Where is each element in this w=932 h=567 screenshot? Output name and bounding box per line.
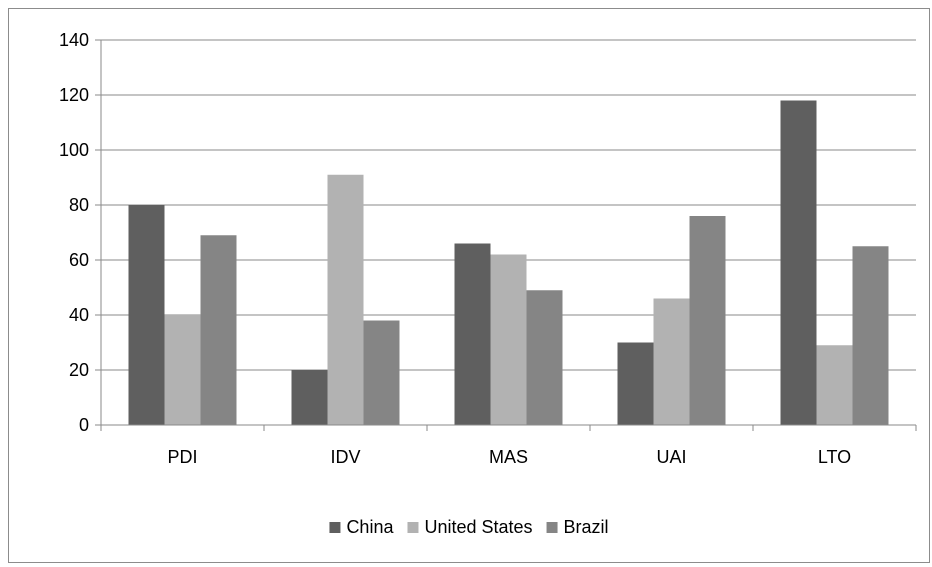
y-tick-label: 20 [69,360,89,380]
bar-mas-united-states [490,254,527,425]
chart-frame: 0 20 40 60 80 100 120 140 PDI IDV MAS UAI LTO China… [8,8,930,563]
bar-lto-china [780,100,817,425]
y-tick-label: 140 [59,30,89,50]
x-category-label: PDI [167,447,197,467]
bar-uai-brazil [689,216,726,425]
x-category-label: UAI [656,447,686,467]
bar-uai-china [617,342,654,425]
bar-idv-united-states [327,174,364,425]
bar-idv-china [291,370,328,425]
bars [128,100,889,425]
x-category-label: MAS [489,447,528,467]
bar-mas-china [454,243,491,425]
x-category-labels: PDI IDV MAS UAI LTO [167,447,851,467]
legend-swatch-united-states [407,522,419,533]
y-tick-label: 60 [69,250,89,270]
bar-chart: 0 20 40 60 80 100 120 140 PDI IDV MAS UAI LTO China… [59,30,917,537]
legend-swatch-brazil [546,522,558,533]
y-tick-label: 100 [59,140,89,160]
y-tick-labels: 0 20 40 60 80 100 120 140 [59,30,89,435]
x-category-label: IDV [330,447,360,467]
bar-uai-united-states [653,298,690,425]
bar-pdi-brazil [200,235,237,425]
axes [95,39,917,431]
legend: China United States Brazil [329,517,609,537]
legend-label: Brazil [564,517,609,537]
y-tick-label: 120 [59,85,89,105]
bar-idv-brazil [363,320,400,425]
bar-pdi-united-states [164,315,201,425]
bar-lto-united-states [816,345,853,425]
legend-label: China [346,517,394,537]
bar-pdi-china [128,205,165,425]
x-category-label: LTO [818,447,851,467]
y-tick-label: 80 [69,195,89,215]
y-tick-label: 40 [69,305,89,325]
legend-swatch-china [329,522,341,533]
bar-mas-brazil [526,290,563,425]
bar-lto-brazil [852,246,889,425]
legend-label: United States [424,517,532,537]
y-tick-label: 0 [79,415,89,435]
